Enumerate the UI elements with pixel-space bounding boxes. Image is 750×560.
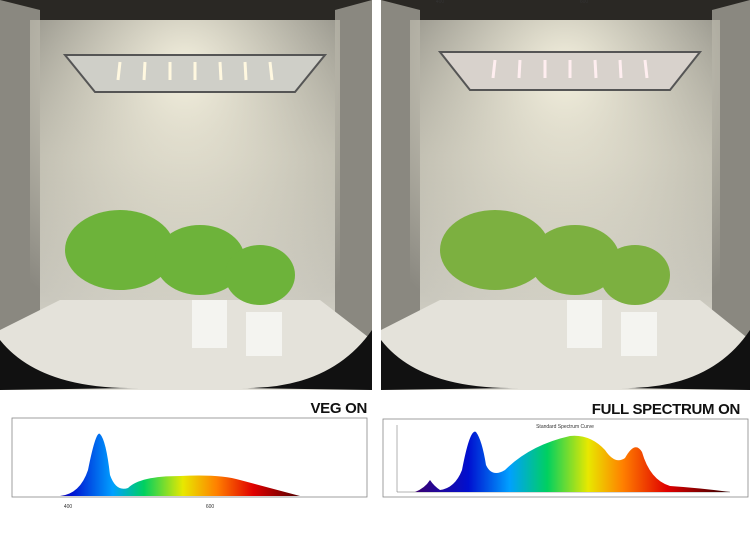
axis-label: 600 [206,504,215,510]
panel-label: FULL SPECTRUM ON [592,401,740,418]
spectrum-curve [60,433,300,496]
axis-label: 400 [64,504,73,510]
top-label: 600 [580,0,589,5]
photo-veg [0,0,372,390]
spectrum-curve [415,431,730,492]
photo-full-spectrum [381,0,750,390]
panel-label: VEG ON [310,400,367,417]
top-label: 400 [436,0,445,5]
chart-title: Standard Spectrum Curve [536,424,594,430]
